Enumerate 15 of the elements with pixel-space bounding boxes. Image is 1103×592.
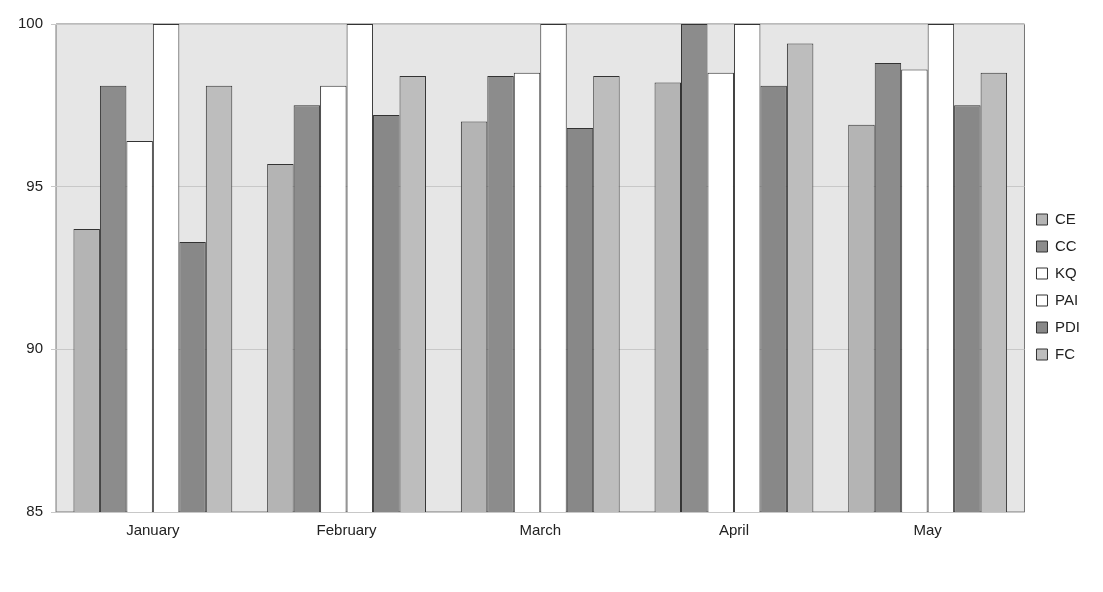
y-tick-label: 95 (26, 176, 44, 194)
legend-label: FC (1055, 344, 1076, 362)
x-tick-label: March (519, 521, 562, 539)
legend-label: CE (1055, 209, 1076, 227)
legend-label: PDI (1055, 317, 1081, 335)
x-tick-label: May (913, 521, 943, 539)
y-tick-label: 100 (18, 14, 44, 32)
legend-label: PAI (1055, 290, 1079, 308)
y-tick-label: 90 (26, 339, 44, 357)
x-tick-label: January (126, 521, 181, 539)
legend-label: CC (1055, 236, 1077, 254)
legend-label: KQ (1055, 263, 1077, 281)
x-tick-label: February (316, 521, 378, 539)
x-tick-label: April (718, 521, 749, 539)
y-tick-label: 85 (26, 502, 44, 520)
